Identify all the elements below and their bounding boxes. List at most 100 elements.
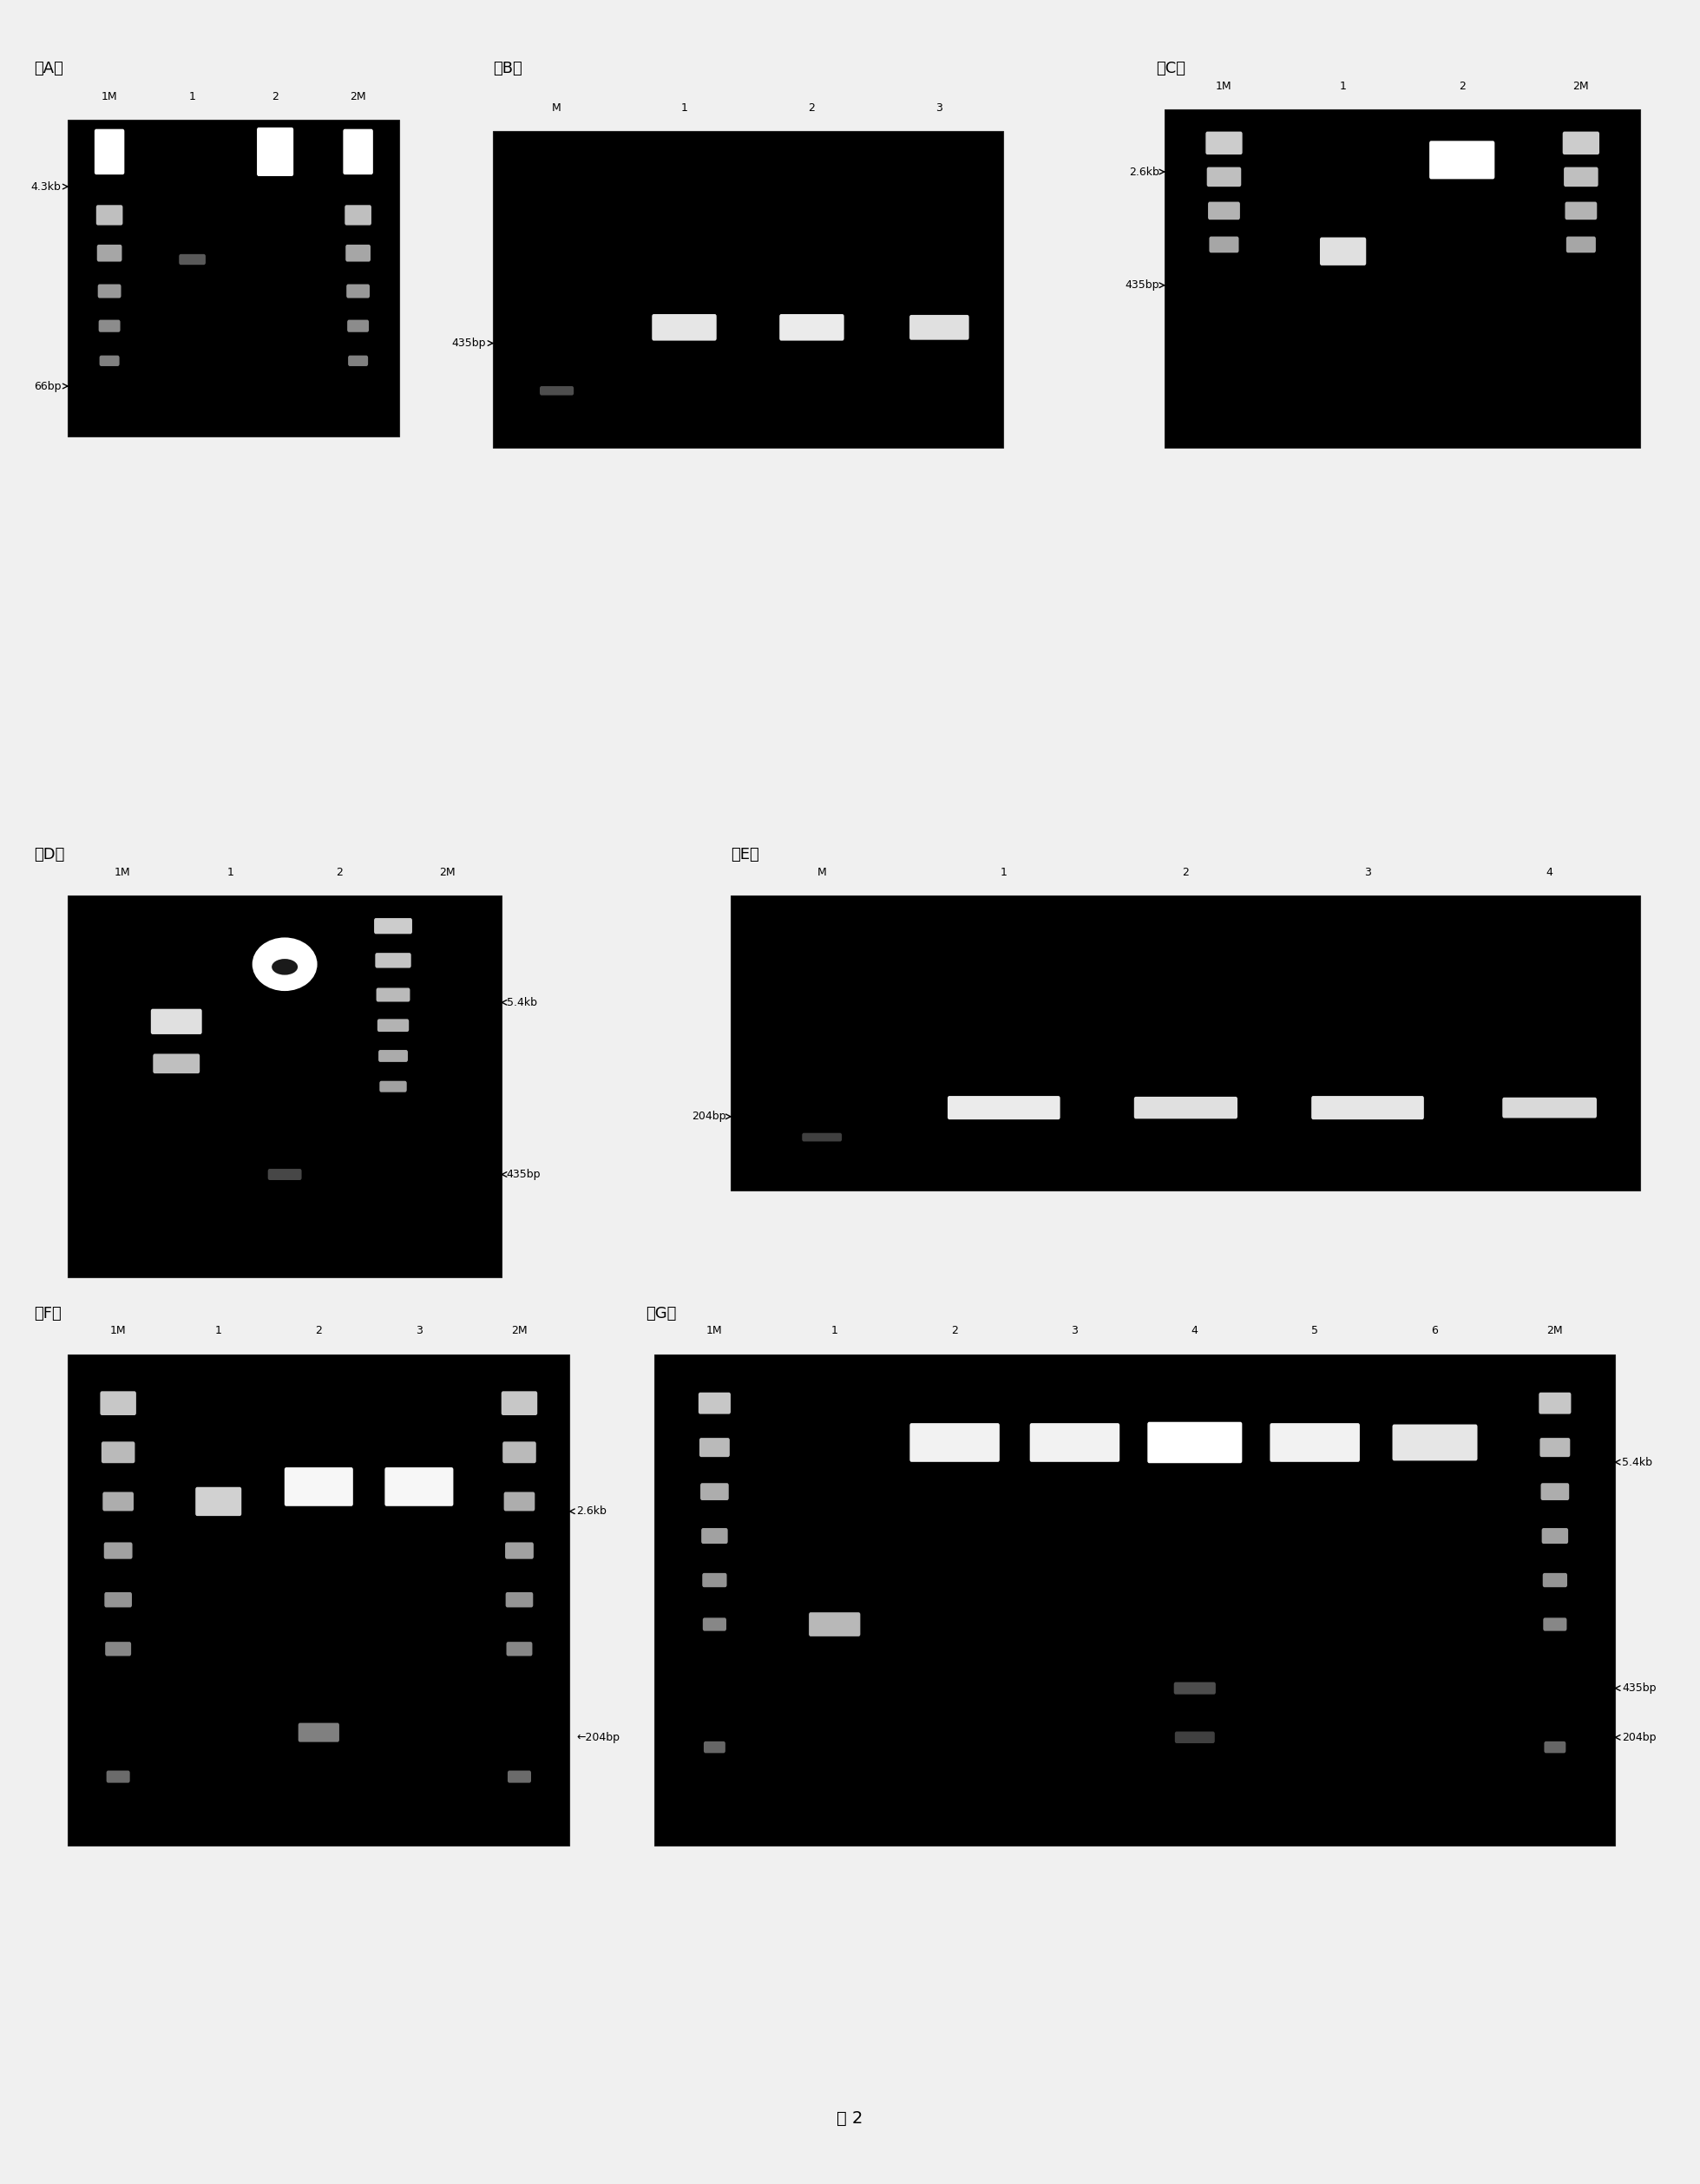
FancyBboxPatch shape — [102, 1492, 134, 1511]
FancyBboxPatch shape — [699, 1437, 729, 1457]
Text: 2: 2 — [808, 103, 816, 114]
FancyBboxPatch shape — [779, 314, 843, 341]
Text: 1: 1 — [831, 1326, 838, 1337]
Text: 3: 3 — [1363, 867, 1372, 878]
FancyBboxPatch shape — [384, 1468, 454, 1507]
FancyBboxPatch shape — [1540, 1483, 1569, 1500]
Text: 1: 1 — [189, 92, 196, 103]
Text: ←204bp: ←204bp — [576, 1732, 620, 1743]
Text: （F）: （F） — [34, 1306, 61, 1321]
FancyBboxPatch shape — [376, 987, 410, 1002]
Text: 1M: 1M — [102, 92, 117, 103]
FancyBboxPatch shape — [1270, 1424, 1360, 1461]
Text: 3: 3 — [935, 103, 944, 114]
FancyBboxPatch shape — [102, 1441, 134, 1463]
FancyBboxPatch shape — [99, 284, 121, 297]
FancyBboxPatch shape — [702, 1618, 726, 1631]
Bar — [493, 131, 1003, 448]
Text: 435bp: 435bp — [452, 339, 486, 349]
FancyBboxPatch shape — [1134, 1096, 1238, 1118]
Text: 2: 2 — [952, 1326, 959, 1337]
FancyBboxPatch shape — [503, 1441, 536, 1463]
FancyBboxPatch shape — [1542, 1572, 1567, 1588]
Bar — [68, 895, 502, 1278]
FancyBboxPatch shape — [1148, 1422, 1243, 1463]
Text: 66bp: 66bp — [34, 380, 61, 391]
Text: 2M: 2M — [512, 1326, 527, 1337]
FancyBboxPatch shape — [99, 356, 119, 367]
FancyBboxPatch shape — [345, 205, 371, 225]
FancyBboxPatch shape — [1540, 1437, 1571, 1457]
Text: （C）: （C） — [1156, 61, 1185, 76]
Text: 4.3kb: 4.3kb — [31, 181, 61, 192]
Text: 1M: 1M — [111, 1326, 126, 1337]
Bar — [655, 1354, 1615, 1845]
Text: 1: 1 — [1000, 867, 1008, 878]
Text: 1M: 1M — [114, 867, 131, 878]
FancyBboxPatch shape — [505, 1542, 534, 1559]
Text: 2M: 2M — [1547, 1326, 1562, 1337]
FancyBboxPatch shape — [345, 245, 371, 262]
FancyBboxPatch shape — [910, 1424, 1000, 1461]
FancyBboxPatch shape — [699, 1393, 731, 1413]
Text: 204bp: 204bp — [692, 1112, 726, 1123]
FancyBboxPatch shape — [505, 1592, 534, 1607]
FancyBboxPatch shape — [347, 319, 369, 332]
FancyBboxPatch shape — [947, 1096, 1061, 1120]
FancyBboxPatch shape — [1319, 238, 1367, 266]
FancyBboxPatch shape — [910, 314, 969, 341]
Text: 5.4kb: 5.4kb — [507, 996, 537, 1009]
Ellipse shape — [272, 959, 298, 974]
FancyBboxPatch shape — [702, 1529, 728, 1544]
Text: M: M — [818, 867, 826, 878]
Bar — [68, 120, 400, 437]
FancyBboxPatch shape — [151, 1009, 202, 1035]
Text: 1M: 1M — [1216, 81, 1232, 92]
Text: 435bp: 435bp — [507, 1168, 541, 1179]
FancyBboxPatch shape — [269, 1168, 301, 1179]
Text: 图 2: 图 2 — [836, 2110, 864, 2127]
FancyBboxPatch shape — [1209, 201, 1239, 221]
FancyBboxPatch shape — [702, 1572, 728, 1588]
Text: 2: 2 — [315, 1326, 323, 1337]
Text: 5.4kb: 5.4kb — [1622, 1457, 1652, 1468]
Text: 3: 3 — [1071, 1326, 1078, 1337]
Text: 1M: 1M — [707, 1326, 722, 1337]
FancyBboxPatch shape — [1175, 1682, 1216, 1695]
Text: 6: 6 — [1431, 1326, 1438, 1337]
FancyBboxPatch shape — [348, 356, 369, 367]
FancyBboxPatch shape — [153, 1053, 201, 1072]
FancyBboxPatch shape — [1175, 1732, 1216, 1743]
FancyBboxPatch shape — [95, 129, 124, 175]
Text: 2: 2 — [1459, 81, 1465, 92]
Ellipse shape — [252, 937, 318, 992]
FancyBboxPatch shape — [1564, 168, 1598, 186]
Text: 4: 4 — [1545, 867, 1554, 878]
FancyBboxPatch shape — [99, 319, 121, 332]
Text: 2: 2 — [335, 867, 342, 878]
FancyBboxPatch shape — [1544, 1741, 1566, 1754]
FancyBboxPatch shape — [105, 1642, 131, 1655]
Bar — [731, 895, 1640, 1190]
FancyBboxPatch shape — [653, 314, 716, 341]
Text: 2: 2 — [272, 92, 279, 103]
Text: 2M: 2M — [350, 92, 366, 103]
FancyBboxPatch shape — [107, 1771, 129, 1782]
Text: （E）: （E） — [731, 847, 760, 863]
Bar — [68, 1354, 570, 1845]
FancyBboxPatch shape — [539, 387, 573, 395]
FancyBboxPatch shape — [1544, 1618, 1567, 1631]
FancyBboxPatch shape — [802, 1133, 842, 1142]
FancyBboxPatch shape — [502, 1391, 537, 1415]
FancyBboxPatch shape — [704, 1741, 726, 1754]
Text: 1: 1 — [228, 867, 235, 878]
FancyBboxPatch shape — [809, 1612, 860, 1636]
Text: 435bp: 435bp — [1125, 280, 1159, 290]
Text: 1: 1 — [1340, 81, 1346, 92]
FancyBboxPatch shape — [376, 952, 411, 968]
FancyBboxPatch shape — [104, 1542, 133, 1559]
Text: 1: 1 — [680, 103, 688, 114]
FancyBboxPatch shape — [1430, 140, 1494, 179]
FancyBboxPatch shape — [1503, 1096, 1596, 1118]
Text: 2M: 2M — [439, 867, 456, 878]
